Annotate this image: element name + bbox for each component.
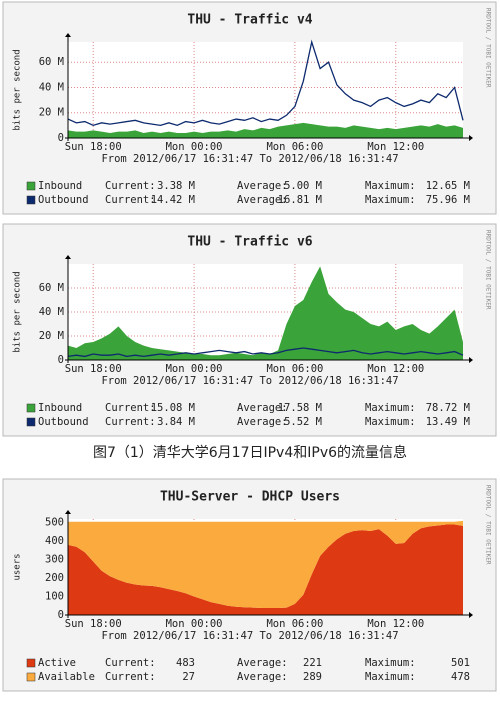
y-tick-label: 300	[45, 554, 64, 566]
y-tick-label: 0	[58, 354, 64, 366]
watermark: RRDTOOL / TOBI OETIKER	[485, 8, 492, 88]
legend-label: Inbound	[38, 402, 82, 414]
x-tick-label: Mon 12:00	[367, 363, 424, 375]
stat-value: 5.00 M	[284, 180, 322, 192]
y-axis-label: bits per second	[13, 49, 23, 130]
area	[68, 524, 463, 615]
stat-label: Current:	[105, 180, 156, 192]
x-tick-label: Mon 06:00	[266, 363, 323, 375]
stat-value: 75.96 M	[426, 194, 470, 206]
y-tick-label: 60 M	[39, 56, 64, 68]
x-tick-label: Mon 12:00	[367, 141, 424, 153]
chart-panel: THU - Traffic v4 RRDTOOL / TOBI OETIKER bi…	[2, 1, 497, 215]
stat-label: Maximum:	[365, 671, 416, 683]
chart-title: THU - Traffic v6	[187, 235, 312, 250]
area	[68, 122, 463, 138]
stat-label: Average:	[237, 180, 288, 192]
x-tick-label: Mon 00:00	[166, 618, 223, 630]
area	[68, 520, 463, 608]
stat-label: Average:	[237, 402, 288, 414]
stat-value: 5.52 M	[284, 416, 322, 428]
stat-label: Current:	[105, 671, 156, 683]
stat-label: Maximum:	[365, 194, 416, 206]
watermark: RRDTOOL / TOBI OETIKER	[485, 485, 492, 565]
stat-value: 17.58 M	[278, 402, 322, 414]
stat-label: Maximum:	[365, 180, 416, 192]
stat-value: 14.42 M	[151, 194, 195, 206]
x-tick-label: Sun 18:00	[65, 363, 122, 375]
plot-area	[68, 42, 463, 138]
line	[67, 39, 464, 127]
legend-swatch	[26, 181, 36, 191]
chart-panel: THU - Traffic v6 RRDTOOL / TOBI OETIKER bi…	[2, 223, 497, 437]
x-tick-label: Mon 00:00	[166, 363, 223, 375]
x-tick-label: Sun 18:00	[65, 618, 122, 630]
y-tick-label: 40 M	[39, 306, 64, 318]
x-tick-label: Mon 06:00	[266, 141, 323, 153]
x-tick-label: Sun 18:00	[65, 141, 122, 153]
y-axis-label: bits per second	[13, 271, 23, 352]
y-tick-label: 60 M	[39, 282, 64, 294]
stat-value: 221	[303, 657, 322, 669]
stat-value: 15.08 M	[151, 402, 195, 414]
x-tick-label: Mon 06:00	[266, 618, 323, 630]
stat-value: 12.65 M	[426, 180, 470, 192]
area	[68, 266, 463, 360]
watermark: RRDTOOL / TOBI OETIKER	[485, 230, 492, 310]
y-tick-label: 500	[45, 517, 64, 529]
legend-label: Active	[38, 657, 76, 669]
legend-swatch	[26, 658, 36, 668]
stat-label: Current:	[105, 194, 156, 206]
stat-label: Current:	[105, 402, 156, 414]
caption: 图7（1）清华大学6月17日IPv4和IPv6的流量信息	[93, 444, 407, 461]
subtitle: From 2012/06/17 16:31:47 To 2012/06/18 1…	[101, 630, 398, 642]
y-tick-label: 20 M	[39, 330, 64, 342]
stat-label: Average:	[237, 671, 288, 683]
y-axis-label: users	[13, 553, 23, 580]
y-tick-label: 200	[45, 572, 64, 584]
chart-panel: THU-Server - DHCP Users RRDTOOL / TOBI OE…	[2, 478, 497, 692]
stat-value: 16.81 M	[278, 194, 322, 206]
stat-label: Current:	[105, 657, 156, 669]
stat-value: 3.84 M	[157, 416, 195, 428]
legend-swatch	[26, 672, 36, 682]
stat-value: 501	[451, 657, 470, 669]
stat-label: Average:	[237, 194, 288, 206]
stat-value: 78.72 M	[426, 402, 470, 414]
stat-value: 483	[176, 657, 195, 669]
stat-value: 478	[451, 671, 470, 683]
stat-value: 27	[182, 671, 195, 683]
legend-label: Outbound	[38, 416, 89, 428]
chart-title: THU-Server - DHCP Users	[160, 490, 340, 505]
x-tick-label: Mon 00:00	[166, 141, 223, 153]
stat-label: Average:	[237, 416, 288, 428]
legend-label: Available	[38, 671, 95, 683]
y-tick-label: 20 M	[39, 107, 64, 119]
stat-value: 13.49 M	[426, 416, 470, 428]
legend-swatch	[26, 417, 36, 427]
stat-value: 3.38 M	[157, 180, 195, 192]
y-tick-label: 400	[45, 535, 64, 547]
legend-swatch	[26, 403, 36, 413]
stat-label: Maximum:	[365, 402, 416, 414]
chart-title: THU - Traffic v4	[187, 13, 312, 28]
y-tick-label: 0	[58, 132, 64, 144]
y-tick-label: 100	[45, 591, 64, 603]
stat-label: Maximum:	[365, 657, 416, 669]
x-tick-label: Mon 12:00	[367, 618, 424, 630]
stat-label: Maximum:	[365, 416, 416, 428]
stat-label: Average:	[237, 657, 288, 669]
legend-label: Inbound	[38, 180, 82, 192]
legend-label: Outbound	[38, 194, 89, 206]
y-tick-label: 0	[58, 609, 64, 621]
legend-swatch	[26, 195, 36, 205]
stat-value: 289	[303, 671, 322, 683]
subtitle: From 2012/06/17 16:31:47 To 2012/06/18 1…	[101, 375, 398, 387]
subtitle: From 2012/06/17 16:31:47 To 2012/06/18 1…	[101, 153, 398, 165]
y-tick-label: 40 M	[39, 81, 64, 93]
line	[67, 347, 464, 358]
stat-label: Current:	[105, 416, 156, 428]
